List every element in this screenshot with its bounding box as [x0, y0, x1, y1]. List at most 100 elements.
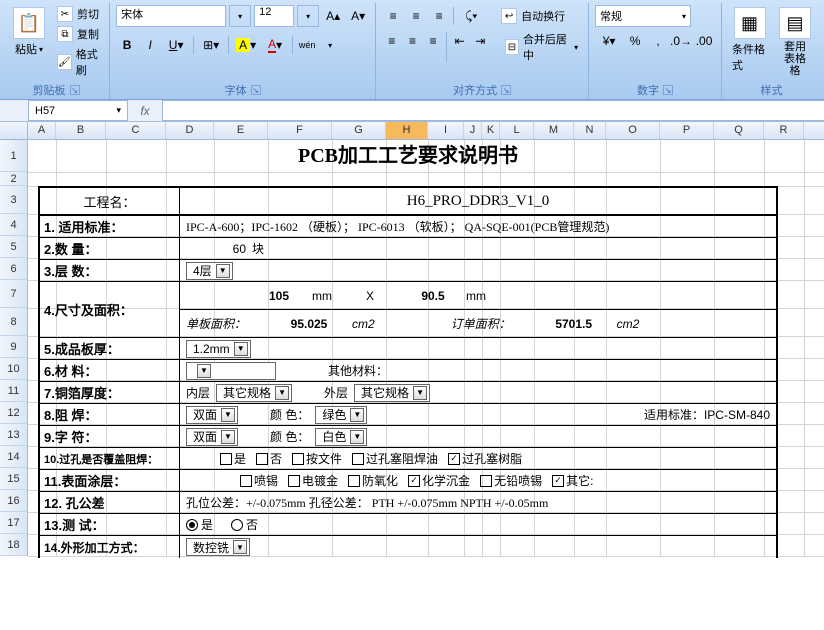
col-header-G[interactable]: G — [332, 122, 386, 139]
row-header-9[interactable]: 9 — [0, 336, 28, 358]
chk-gold-plate[interactable]: 电镀金 — [288, 472, 338, 489]
align-middle-button[interactable]: ≡ — [405, 5, 427, 27]
silk-color-select[interactable]: 白色▼ — [315, 428, 367, 446]
cut-button[interactable]: ✂剪切 — [53, 5, 103, 23]
chk-lf-hasl[interactable]: 无铅喷锡 — [480, 472, 542, 489]
col-header-Q[interactable]: Q — [714, 122, 764, 139]
row-header-3[interactable]: 3 — [0, 186, 28, 214]
solder-side-select[interactable]: 双面▼ — [186, 406, 238, 424]
row-header-17[interactable]: 17 — [0, 512, 28, 534]
col-header-H[interactable]: H — [386, 122, 428, 139]
rad-test-yes[interactable]: 是 — [186, 516, 213, 533]
italic-button[interactable]: I — [139, 34, 161, 56]
col-header-N[interactable]: N — [574, 122, 606, 139]
col-header-C[interactable]: C — [106, 122, 166, 139]
align-bottom-button[interactable]: ≡ — [428, 5, 450, 27]
col-header-O[interactable]: O — [606, 122, 660, 139]
chk-plug-solder[interactable]: 过孔塞阻焊油 — [352, 450, 438, 467]
chk-hasl[interactable]: 喷锡 — [240, 472, 278, 489]
border-button[interactable]: ⊞▾ — [197, 34, 225, 56]
col-header-I[interactable]: I — [428, 122, 464, 139]
chk-osp[interactable]: 防氧化 — [348, 472, 398, 489]
col-header-L[interactable]: L — [500, 122, 534, 139]
expand-icon[interactable]: ↘ — [501, 85, 511, 95]
align-center-button[interactable]: ≡ — [403, 30, 423, 52]
font-name-select[interactable]: 宋体 — [116, 5, 226, 27]
outline-select[interactable]: 数控铣▼ — [186, 538, 250, 556]
row-header-1[interactable]: 1 — [0, 140, 28, 172]
row-header-13[interactable]: 13 — [0, 424, 28, 446]
shrink-font-button[interactable]: A▾ — [347, 5, 369, 27]
col-header-K[interactable]: K — [482, 122, 500, 139]
row-header-12[interactable]: 12 — [0, 402, 28, 424]
bold-button[interactable]: B — [116, 34, 138, 56]
wrap-text-button[interactable]: ↩自动换行 — [497, 5, 569, 27]
paste-button[interactable]: 📋 粘贴▾ — [9, 5, 49, 59]
phonetic-button[interactable]: wén — [296, 34, 318, 56]
grow-font-button[interactable]: A▴ — [322, 5, 344, 27]
row-header-18[interactable]: 18 — [0, 534, 28, 556]
col-header-E[interactable]: E — [214, 122, 268, 139]
inc-decimal-button[interactable]: .0→ — [670, 30, 692, 52]
chk-plug-resin[interactable]: ✓过孔塞树脂 — [448, 450, 522, 467]
table-format-button[interactable]: ▤ 套用 表格格 — [775, 5, 815, 79]
row-header-16[interactable]: 16 — [0, 490, 28, 512]
chk-no[interactable]: 否 — [256, 450, 282, 467]
indent-inc-button[interactable]: ⇥ — [471, 30, 491, 52]
indent-dec-button[interactable]: ⇤ — [450, 30, 470, 52]
number-format-select[interactable]: 常规▾ — [595, 5, 691, 27]
col-header-R[interactable]: R — [764, 122, 804, 139]
percent-button[interactable]: % — [624, 30, 646, 52]
row-header-4[interactable]: 4 — [0, 214, 28, 236]
fx-button[interactable]: fx — [134, 100, 156, 122]
expand-icon[interactable]: ↘ — [251, 85, 261, 95]
orientation-button[interactable]: ⤹▾ — [457, 5, 485, 27]
expand-icon[interactable]: ↘ — [663, 85, 673, 95]
thickness-select[interactable]: 1.2mm▼ — [186, 340, 251, 358]
solder-color-select[interactable]: 绿色▼ — [315, 406, 367, 424]
font-color-button[interactable]: A▾ — [261, 34, 289, 56]
cond-format-button[interactable]: ▦ 条件格式 — [728, 5, 771, 75]
font-size-dropdown[interactable]: ▾ — [297, 5, 319, 27]
row-header-11[interactable]: 11 — [0, 380, 28, 402]
row-header-7[interactable]: 7 — [0, 280, 28, 308]
row-header-10[interactable]: 10 — [0, 358, 28, 380]
row-header-5[interactable]: 5 — [0, 236, 28, 258]
col-header-B[interactable]: B — [56, 122, 106, 139]
col-header-F[interactable]: F — [268, 122, 332, 139]
align-top-button[interactable]: ≡ — [382, 5, 404, 27]
fill-color-button[interactable]: A▾ — [232, 34, 260, 56]
chk-file[interactable]: 按文件 — [292, 450, 342, 467]
row-header-6[interactable]: 6 — [0, 258, 28, 280]
align-left-button[interactable]: ≡ — [382, 30, 402, 52]
phonetic-dropdown[interactable]: ▾ — [319, 34, 341, 56]
format-painter-button[interactable]: 🖌格式刷 — [53, 45, 103, 79]
row-header-15[interactable]: 15 — [0, 468, 28, 490]
col-header-D[interactable]: D — [166, 122, 214, 139]
name-box[interactable]: H57▾ — [28, 100, 128, 121]
silk-side-select[interactable]: 双面▼ — [186, 428, 238, 446]
copy-button[interactable]: ⧉复制 — [53, 25, 103, 43]
col-header-P[interactable]: P — [660, 122, 714, 139]
align-right-button[interactable]: ≡ — [423, 30, 443, 52]
col-header-M[interactable]: M — [534, 122, 574, 139]
chk-yes[interactable]: 是 — [220, 450, 246, 467]
inner-copper-select[interactable]: 其它规格▼ — [216, 384, 292, 402]
outer-copper-select[interactable]: 其它规格▼ — [354, 384, 430, 402]
select-all-corner[interactable] — [0, 122, 28, 139]
expand-icon[interactable]: ↘ — [70, 85, 80, 95]
col-header-J[interactable]: J — [464, 122, 482, 139]
font-name-dropdown[interactable]: ▾ — [229, 5, 251, 27]
merge-button[interactable]: ⊟合并后居中▾ — [501, 30, 582, 64]
row-header-8[interactable]: 8 — [0, 308, 28, 336]
chk-enig[interactable]: ✓化学沉金 — [408, 472, 470, 489]
material-select[interactable]: ▼ — [186, 362, 276, 380]
row-header-14[interactable]: 14 — [0, 446, 28, 468]
underline-button[interactable]: U▾ — [162, 34, 190, 56]
chk-other[interactable]: ✓其它: — [552, 472, 593, 489]
comma-button[interactable]: , — [647, 30, 669, 52]
rad-test-no[interactable]: 否 — [231, 516, 258, 533]
font-size-select[interactable]: 12 — [254, 5, 294, 27]
currency-button[interactable]: ¥▾ — [595, 30, 623, 52]
row-header-2[interactable]: 2 — [0, 172, 28, 186]
